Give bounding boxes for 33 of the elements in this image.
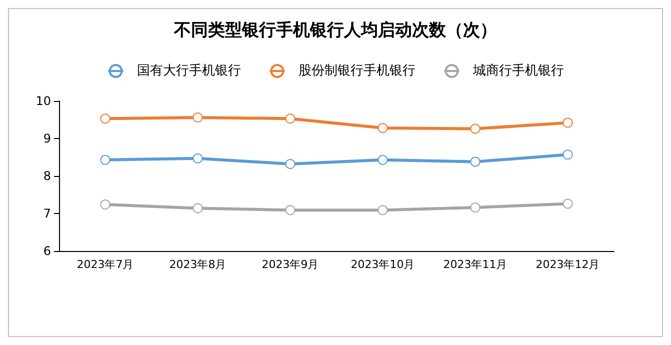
chart-title: 不同类型银行手机银行人均启动次数（次） [173,20,497,40]
point [470,202,480,212]
point [470,124,480,134]
x-tick-label: 2023年9月 [262,258,319,271]
point [100,200,110,210]
point [378,205,388,216]
y-tick-label: 10 [36,94,51,108]
y-tick-label: 8 [43,169,51,183]
point [378,123,388,133]
point [192,153,203,164]
x-tick-label: 2023年10月 [350,258,415,271]
legend-label: 城商行手机银行 [472,64,564,78]
y-tick-label: 9 [43,132,51,146]
legend-label: 股份制银行手机银行 [298,64,416,78]
point [192,112,203,122]
point [378,154,388,165]
x-tick-label: 2023年11月 [443,258,508,271]
y-tick-label: 7 [43,206,51,220]
point [285,205,296,216]
point [285,159,296,169]
point [562,150,573,160]
legend-label: 国有大行手机银行 [136,64,241,78]
point [285,114,296,124]
point [192,203,203,214]
point [562,198,573,209]
x-tick-label: 2023年7月 [76,258,134,271]
point [100,114,110,124]
point [470,156,480,167]
point [100,154,110,165]
x-tick-label: 2023年8月 [169,258,226,271]
point [562,118,573,128]
y-tick-label: 6 [43,244,51,258]
x-tick-label: 2023年12月 [536,258,600,271]
